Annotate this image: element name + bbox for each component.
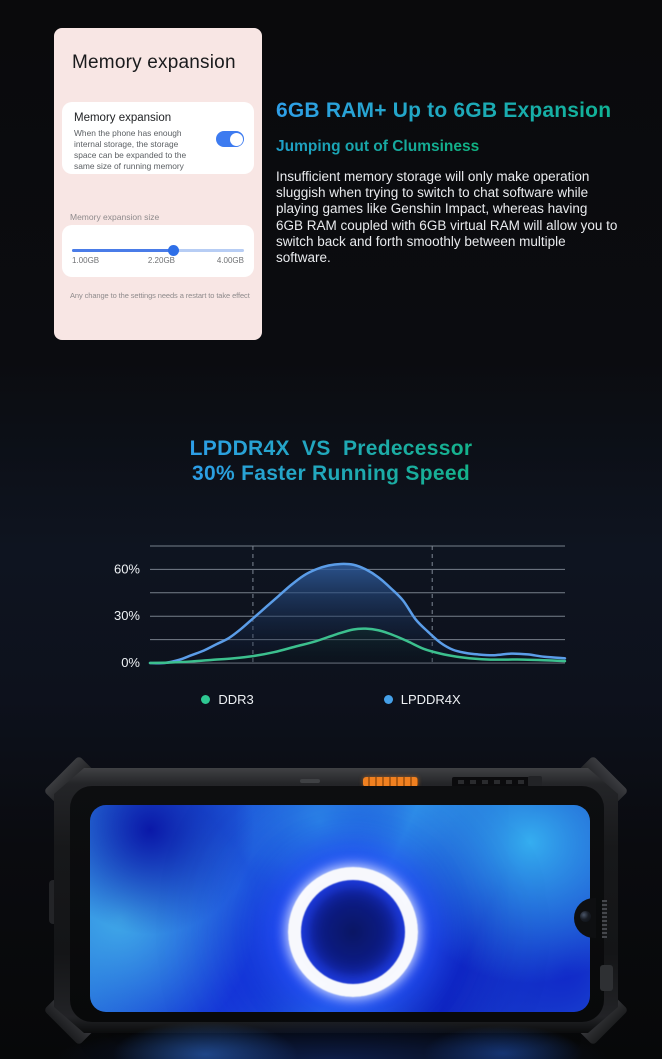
slider-fill	[72, 249, 174, 252]
floor-reflection	[0, 1012, 662, 1059]
memory-expansion-toggle-panel: Memory expansion When the phone has enou…	[62, 102, 254, 174]
front-camera	[580, 911, 591, 922]
slider-thumb[interactable]	[167, 245, 179, 256]
chart-legend: DDR3 LPDDR4X	[0, 692, 662, 707]
slider-label-min: 1.00GB	[72, 256, 100, 265]
chart-title: LPDDR4X VS Predecessor 30% Faster Runnin…	[0, 436, 662, 486]
memory-speed-chart: 0% 30% 60%	[114, 545, 567, 670]
antenna-line	[300, 779, 320, 783]
port-pins	[458, 780, 524, 784]
legend-label-ddr3: DDR3	[218, 692, 254, 707]
svg-text:30%: 30%	[114, 608, 140, 623]
svg-text:0%: 0%	[121, 655, 140, 670]
expansion-size-slider-panel: 1.00GB 2.20GB 4.00GB	[62, 225, 254, 277]
side-button	[600, 965, 613, 991]
phone-screen	[90, 805, 590, 1012]
memory-expansion-settings-card: Memory expansion Memory expansion When t…	[54, 28, 262, 340]
feature-paragraph: Insufficient memory storage will only ma…	[276, 169, 618, 265]
slider-track[interactable]	[72, 245, 244, 256]
svg-text:60%: 60%	[114, 561, 140, 576]
slider-label-max: 4.00GB	[216, 256, 244, 265]
top-edge-block	[528, 776, 542, 787]
legend-label-lpddr4x: LPDDR4X	[400, 692, 461, 707]
settings-page-title: Memory expansion	[72, 52, 236, 73]
toggle-row-description: When the phone has enough internal stora…	[74, 128, 187, 171]
phone-side-bumper-left	[49, 880, 58, 924]
expansion-size-label: Memory expansion size	[70, 212, 160, 222]
settings-footnote: Any change to the settings needs a resta…	[70, 291, 250, 300]
chart-title-line1: LPDDR4X VS Predecessor	[189, 437, 473, 460]
speaker-grille	[602, 900, 607, 938]
legend-item-lpddr4x: LPDDR4X	[383, 692, 461, 707]
feature-headline: 6GB RAM+ Up to 6GB Expansion	[276, 99, 612, 122]
toggle-knob	[229, 132, 243, 146]
slider-tick-labels: 1.00GB 2.20GB 4.00GB	[72, 256, 244, 268]
chart-title-line2: 30% Faster Running Speed	[192, 462, 470, 485]
legend-item-ddr3: DDR3	[201, 692, 254, 707]
memory-expansion-toggle[interactable]	[216, 131, 244, 147]
top-edge-port	[452, 777, 530, 787]
slider-label-mid: 2.20GB	[147, 256, 176, 265]
wallpaper-glow-ring	[288, 867, 418, 997]
feature-subheadline: Jumping out of Clumsiness	[276, 138, 480, 155]
orange-accent-button	[363, 777, 418, 787]
toggle-row-title: Memory expansion	[74, 112, 172, 124]
legend-dot-lpddr4x	[383, 695, 393, 704]
legend-dot-ddr3	[201, 695, 211, 704]
